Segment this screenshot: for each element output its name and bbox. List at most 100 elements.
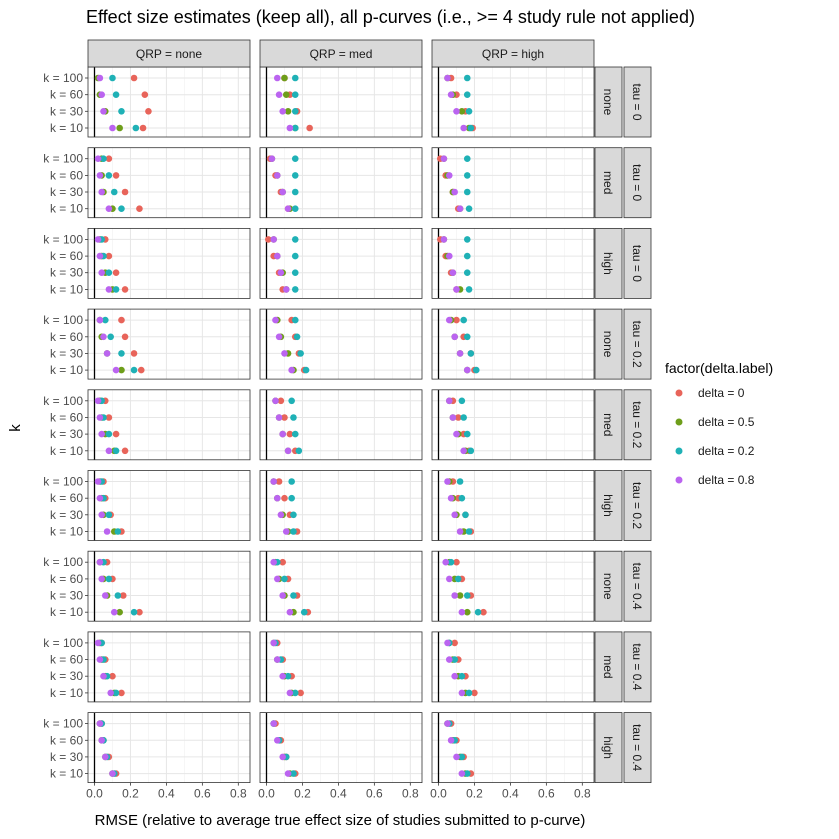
legend-key (675, 476, 683, 484)
data-point (105, 172, 113, 179)
x-tick-label: 0.2 (122, 787, 139, 801)
data-point (445, 316, 453, 324)
data-point (456, 528, 464, 535)
data-point (112, 366, 120, 374)
data-point (100, 155, 107, 162)
panel-border (259, 227, 423, 299)
data-point (288, 397, 295, 405)
facet-panel (431, 147, 595, 219)
row-strip-inner (594, 308, 623, 380)
column-strip-label: QRP = high (482, 47, 544, 61)
data-point (116, 124, 123, 132)
data-point (277, 269, 285, 277)
legend-key (675, 389, 683, 397)
data-point (463, 155, 471, 162)
y-tick-label: k = 60 (50, 330, 83, 344)
data-point (291, 236, 299, 243)
row-strip-inner (594, 470, 623, 541)
data-point (290, 414, 297, 421)
data-point (456, 205, 464, 212)
data-point (291, 124, 299, 132)
data-point (297, 350, 304, 357)
panel-border (259, 550, 423, 622)
data-point (281, 575, 288, 583)
data-point (284, 205, 292, 212)
data-point (451, 511, 458, 519)
data-point (275, 91, 283, 98)
data-point (273, 74, 281, 82)
facet-panel (87, 308, 251, 380)
facet-panel (87, 389, 251, 461)
data-point (270, 558, 277, 566)
legend: factor(delta.label) delta = 0 delta = 0.5… (665, 360, 773, 487)
data-point (282, 528, 290, 535)
data-point (288, 366, 295, 374)
panel-background (432, 631, 594, 702)
facet-panel (259, 389, 423, 461)
data-point (105, 414, 113, 421)
data-point (101, 592, 109, 599)
x-tick-label: 0.0 (430, 787, 447, 801)
panel-border (87, 631, 251, 703)
row-strip-outer-label: tau = 0.4 (630, 563, 644, 610)
row-strip-inner-label: high (601, 736, 615, 759)
data-point (110, 608, 118, 616)
row-strip-inner-label: none (601, 573, 615, 600)
data-point (96, 316, 104, 324)
data-point (453, 558, 460, 566)
data-point (440, 155, 448, 162)
data-point (445, 252, 453, 260)
y-tick-label: k = 100 (43, 717, 83, 731)
panel-border (87, 470, 251, 541)
row-strip-outer-label: tau = 0 (630, 245, 644, 282)
data-point (447, 494, 455, 502)
data-point (463, 333, 471, 341)
data-point (453, 286, 460, 293)
data-point (279, 753, 286, 761)
data-point (445, 656, 453, 663)
data-point (456, 592, 464, 599)
data-point (290, 511, 297, 519)
data-point (449, 414, 457, 421)
data-point (94, 236, 102, 243)
data-point (456, 478, 464, 485)
data-point (96, 74, 104, 82)
row-strip-inner-label: med (601, 171, 615, 194)
data-point (291, 286, 299, 293)
x-tick-label: 0.8 (574, 787, 591, 801)
data-point (121, 447, 129, 455)
panel-border (87, 712, 251, 783)
panel-background (260, 631, 422, 702)
facet-panel (87, 147, 251, 219)
data-point (100, 333, 107, 341)
y-tick-label: k = 60 (50, 249, 83, 263)
data-point (98, 430, 105, 438)
facet-panel (259, 550, 423, 622)
y-tick-label: k = 100 (43, 152, 83, 166)
data-point (440, 236, 448, 243)
data-point (453, 430, 460, 438)
data-point (96, 414, 104, 421)
data-point (112, 447, 120, 455)
row-strip-outer (623, 147, 652, 219)
row-strip-outer (623, 308, 652, 380)
data-point (297, 689, 304, 697)
data-point (454, 575, 462, 583)
data-point (444, 639, 451, 647)
data-point (291, 155, 299, 162)
y-tick-label: k = 10 (50, 525, 83, 539)
data-point (286, 124, 294, 132)
x-tick-label: 0.0 (86, 787, 103, 801)
data-point (284, 108, 292, 115)
data-point (109, 124, 116, 132)
data-point (96, 720, 104, 727)
data-point (467, 124, 475, 132)
row-strip-outer-label: tau = 0.2 (630, 401, 644, 448)
facet-panel (259, 712, 423, 783)
data-point (100, 108, 107, 115)
facet-panel (259, 227, 423, 299)
y-tick-label: k = 60 (50, 572, 83, 586)
data-point (94, 155, 102, 162)
data-point (451, 639, 458, 647)
x-tick-label: 0.0 (258, 787, 275, 801)
